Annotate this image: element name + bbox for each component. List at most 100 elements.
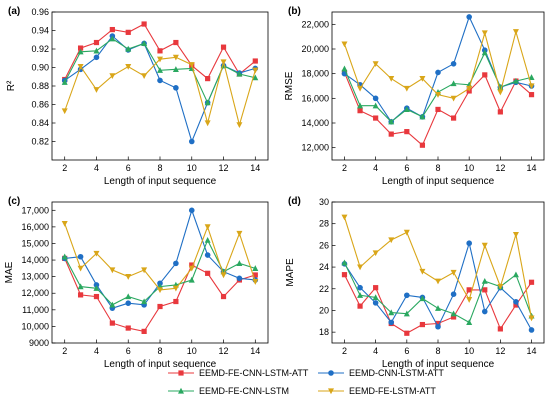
data-point	[125, 300, 132, 306]
data-point	[220, 44, 227, 50]
data-point	[109, 301, 116, 308]
y-tick-label: 12,000	[301, 143, 329, 153]
data-point	[61, 220, 68, 227]
data-point	[93, 47, 100, 54]
data-point	[236, 70, 243, 77]
data-point	[77, 253, 84, 260]
data-point	[404, 330, 410, 336]
data-point	[435, 92, 441, 98]
data-point	[497, 284, 504, 290]
data-point	[93, 250, 100, 257]
data-point	[173, 298, 179, 305]
x-tick-label: 14	[527, 163, 537, 173]
data-point	[481, 242, 488, 249]
x-tick-label: 6	[126, 163, 131, 173]
data-point	[188, 265, 195, 272]
legend-marker	[178, 370, 184, 376]
data-point	[188, 207, 195, 214]
data-point	[93, 282, 100, 288]
legend-item-eemd-fe-lstm-att: EEMD-FE-LSTM-ATT	[318, 386, 436, 396]
data-point	[450, 61, 457, 67]
legend-label: EEMD-FE-CNN-LSTM-ATT	[199, 368, 309, 378]
data-point	[419, 142, 426, 148]
data-point	[125, 293, 132, 300]
series-line	[64, 258, 256, 333]
data-point	[157, 67, 163, 73]
data-point	[341, 272, 348, 278]
x-tick-label: 2	[62, 346, 67, 356]
y-tick-label: 0.90	[31, 63, 49, 73]
y-axis-title: MAE	[4, 261, 15, 283]
y-axis-title: RMSE	[284, 71, 295, 100]
x-tick-label: 6	[404, 346, 409, 356]
data-point	[220, 293, 227, 300]
data-point	[513, 298, 519, 305]
data-point	[419, 268, 426, 275]
data-point	[357, 108, 363, 114]
data-point	[109, 26, 115, 33]
data-point	[435, 69, 441, 76]
y-tick-label: 14,000	[21, 255, 49, 265]
data-point	[466, 319, 473, 325]
data-point	[341, 259, 348, 266]
legend-item-eemd-fe-cnn-lstm: EEMD-FE-CNN-LSTM	[168, 386, 289, 396]
data-point	[204, 120, 211, 127]
data-point	[220, 272, 227, 279]
x-tick-label: 10	[464, 346, 474, 356]
y-tick-label: 0.84	[31, 118, 49, 128]
data-point	[93, 54, 100, 61]
data-point	[188, 138, 195, 145]
data-point	[528, 315, 535, 322]
data-point	[341, 41, 348, 48]
x-axis-title: Length of input sequence	[382, 359, 495, 370]
data-point	[204, 252, 211, 258]
y-tick-label: 26	[319, 240, 329, 250]
legend-item-eemd-cnn-lstm-att: EEMD-CNN-LSTM-ATT	[318, 368, 444, 378]
y-tick-label: 30	[319, 197, 329, 207]
data-point	[141, 73, 148, 80]
y-tick-label: 22,000	[301, 19, 329, 29]
x-tick-label: 10	[464, 163, 474, 173]
data-point	[435, 323, 441, 330]
data-point	[372, 294, 379, 301]
data-point	[466, 85, 473, 92]
x-tick-label: 2	[62, 163, 67, 173]
data-point	[125, 45, 132, 52]
data-point	[528, 74, 535, 80]
legend-item-eemd-fe-cnn-lstm-att: EEMD-FE-CNN-LSTM-ATT	[168, 368, 309, 378]
r-panel: 0.82 0.84 0.86 0.88 0.90 0.92 0.94 0.96 2 4 6 8 10 12…	[6, 6, 269, 187]
data-point	[482, 72, 488, 78]
data-point	[372, 300, 379, 306]
data-point	[388, 237, 395, 244]
data-point	[93, 285, 100, 291]
legend-label: EEMD-FE-LSTM-ATT	[349, 386, 436, 396]
y-tick-label: 16,000	[301, 93, 329, 103]
data-point	[157, 287, 163, 294]
legend-marker	[328, 388, 334, 395]
y-tick-label: 0.86	[31, 100, 49, 110]
x-tick-label: 2	[342, 346, 347, 356]
data-point	[204, 99, 211, 106]
x-tick-label: 12	[219, 163, 229, 173]
x-tick-label: 6	[404, 163, 409, 173]
x-tick-label: 4	[373, 163, 378, 173]
x-tick-label: 14	[527, 346, 537, 356]
data-point	[482, 287, 488, 293]
x-tick-label: 8	[435, 163, 440, 173]
data-point	[419, 76, 426, 82]
data-point	[109, 73, 116, 80]
y-tick-label: 0.82	[31, 137, 49, 147]
data-point	[77, 63, 84, 70]
series-line	[343, 217, 533, 319]
data-point	[252, 67, 259, 74]
data-point	[157, 48, 163, 54]
data-point	[466, 14, 472, 20]
y-tick-label: 15,000	[21, 238, 49, 248]
data-point	[373, 285, 379, 291]
data-point	[357, 102, 364, 109]
data-point	[388, 131, 394, 137]
data-point	[388, 118, 395, 125]
x-axis-title: Length of input sequence	[382, 176, 495, 187]
plot-frame	[331, 11, 545, 161]
series-eemd-fe-cnn-lstm-att	[341, 272, 535, 336]
